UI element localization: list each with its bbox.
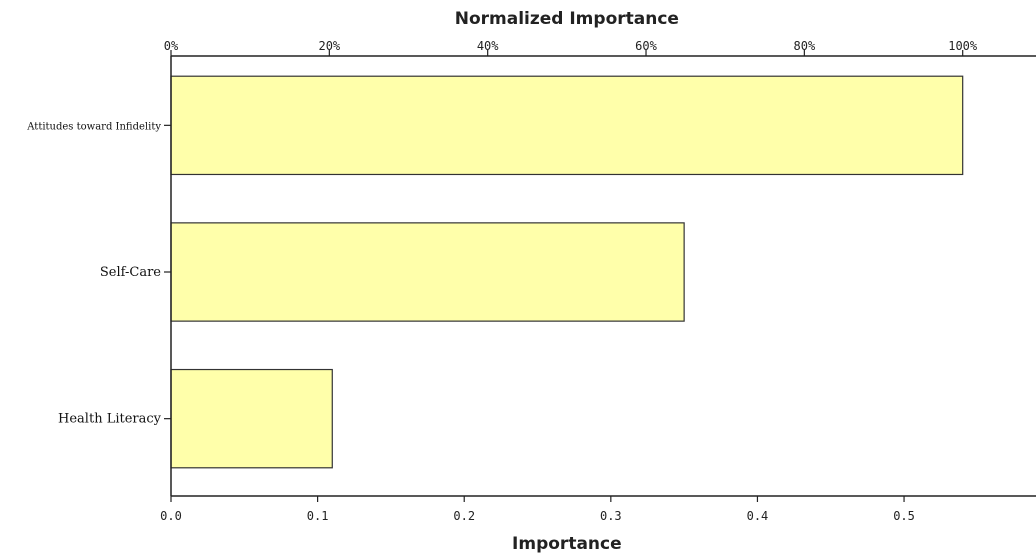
top-tick-label: 0% xyxy=(164,39,179,53)
category-label: Self-Care xyxy=(100,265,161,280)
category-label: Health Literacy xyxy=(58,412,162,427)
bottom-tick-label: 0.1 xyxy=(307,509,329,523)
top-tick-label: 60% xyxy=(635,39,657,53)
bars-group xyxy=(170,75,964,469)
bottom-tick-label: 0.3 xyxy=(600,509,622,523)
bottom-tick-label: 0.5 xyxy=(893,509,915,523)
bar-self-care xyxy=(170,222,685,322)
top-tick-label: 20% xyxy=(318,39,340,53)
category-labels-group: Attitudes toward Infidelity Self-Care Heal… xyxy=(26,121,171,427)
top-axis-title: Normalized Importance xyxy=(455,9,679,29)
top-tick-label: 80% xyxy=(794,39,816,53)
bottom-ticks-group: 0.0 0.1 0.2 0.3 0.4 0.5 xyxy=(160,496,915,523)
bar-attitudes-toward-infidelity xyxy=(170,75,964,176)
top-tick-label: 100% xyxy=(948,39,978,53)
axes-group xyxy=(170,55,1036,497)
top-tick-label: 40% xyxy=(477,39,499,53)
bottom-tick-label: 0.0 xyxy=(160,509,182,523)
bottom-tick-label: 0.2 xyxy=(453,509,475,523)
top-ticks-group: 0% 20% 40% 60% 80% 100% xyxy=(164,39,978,56)
bottom-axis-title: Importance xyxy=(512,534,622,554)
bar-health-literacy xyxy=(170,368,333,469)
bottom-tick-label: 0.4 xyxy=(747,509,769,523)
category-label: Attitudes toward Infidelity xyxy=(26,121,161,132)
